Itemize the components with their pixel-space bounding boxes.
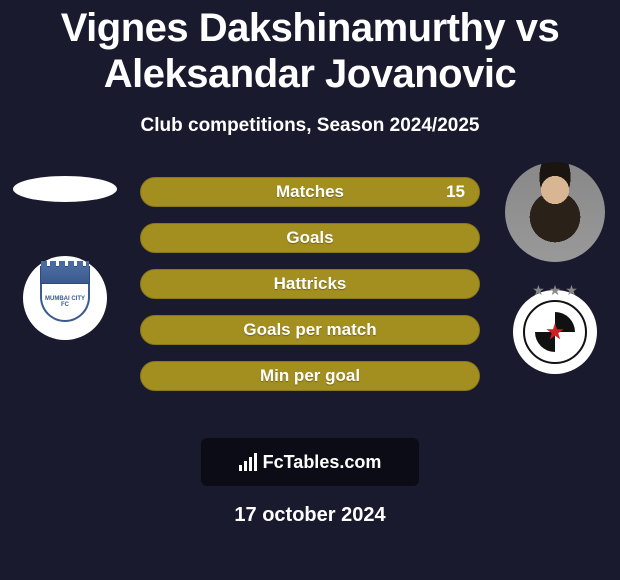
stat-right-value: 15 bbox=[446, 182, 465, 202]
stat-label: Goals bbox=[286, 228, 333, 248]
club-badge-left: MUMBAI CITY FC bbox=[23, 256, 107, 340]
stat-bar-hattricks: Hattricks bbox=[140, 269, 480, 299]
comparison-content: MUMBAI CITY FC ★★★ Matches 15 Goals bbox=[0, 162, 620, 422]
mumbai-city-crest-icon: MUMBAI CITY FC bbox=[40, 266, 90, 330]
player-avatar-right bbox=[505, 162, 605, 262]
stat-label: Hattricks bbox=[274, 274, 347, 294]
footer-brand-box[interactable]: FcTables.com bbox=[201, 438, 419, 486]
stat-bar-min-per-goal: Min per goal bbox=[140, 361, 480, 391]
footer-brand-text: FcTables.com bbox=[263, 452, 382, 473]
club-badge-right: ★★★ bbox=[513, 290, 597, 374]
right-player-column: ★★★ bbox=[500, 162, 610, 374]
stat-rows: Matches 15 Goals Hattricks Goals per mat… bbox=[140, 177, 480, 391]
left-player-column: MUMBAI CITY FC bbox=[10, 162, 120, 340]
stat-bar-goals: Goals bbox=[140, 223, 480, 253]
footer-date: 17 october 2024 bbox=[0, 504, 620, 527]
stat-bar-matches: Matches 15 bbox=[140, 177, 480, 207]
player-avatar-left bbox=[13, 176, 117, 202]
bars-icon bbox=[239, 453, 257, 471]
stat-bar-goals-per-match: Goals per match bbox=[140, 315, 480, 345]
stat-label: Goals per match bbox=[243, 320, 376, 340]
partizan-crest-icon: ★★★ bbox=[523, 300, 587, 364]
subtitle: Club competitions, Season 2024/2025 bbox=[0, 115, 620, 137]
page-title: Vignes Dakshinamurthy vs Aleksandar Jova… bbox=[0, 0, 620, 107]
stat-label: Matches bbox=[276, 182, 344, 202]
stat-label: Min per goal bbox=[260, 366, 360, 386]
